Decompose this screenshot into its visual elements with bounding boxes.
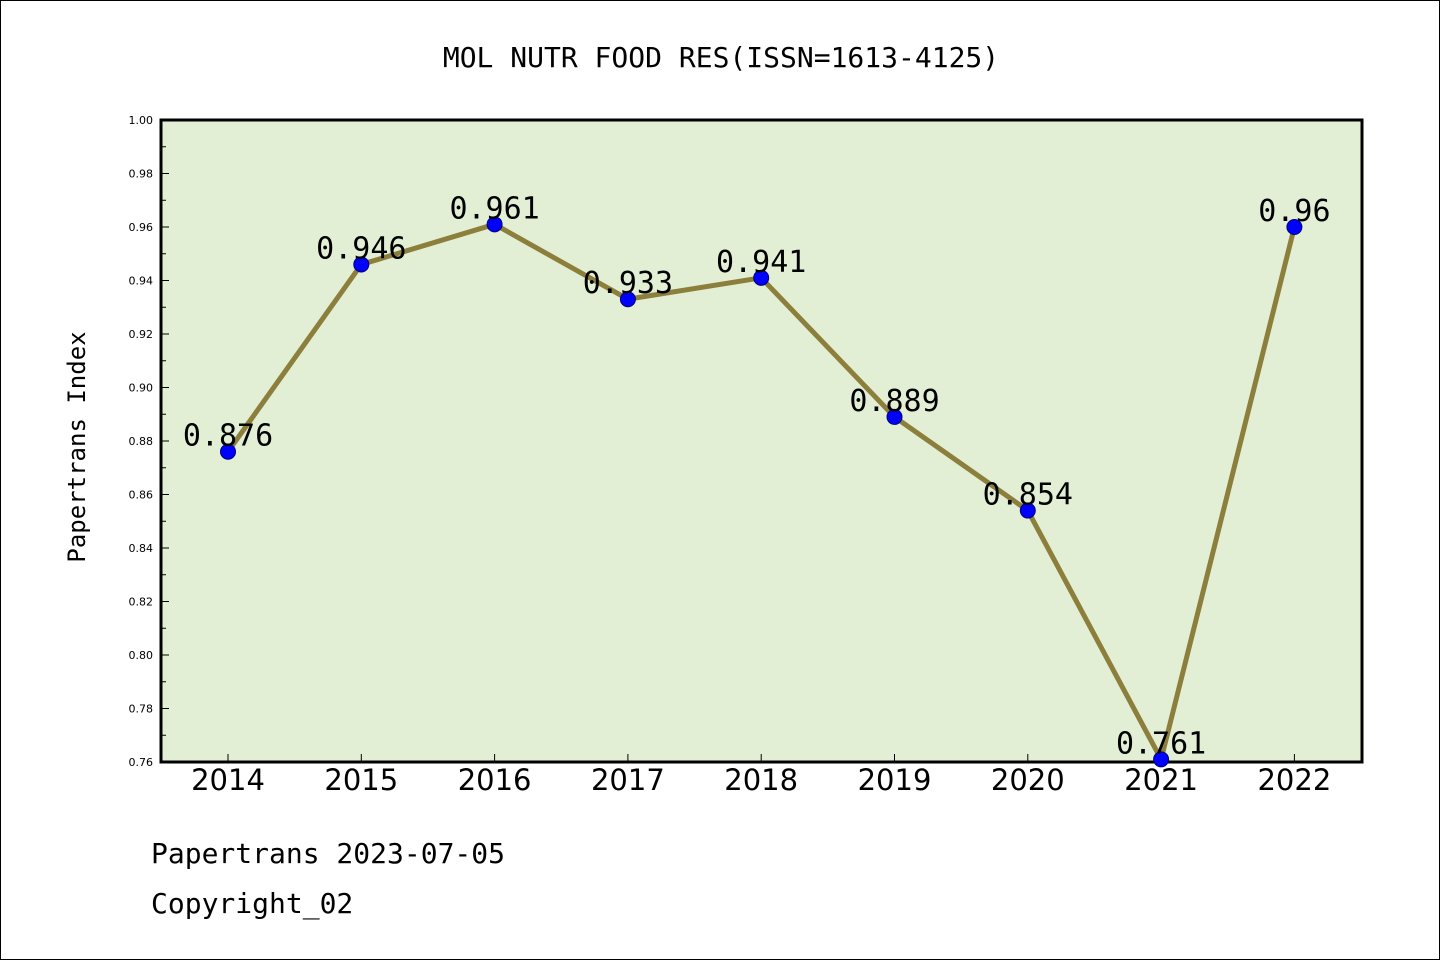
y-tick-label: 0.90 [129, 382, 154, 395]
data-point [1019, 502, 1036, 519]
x-tick-label: 2020 [991, 763, 1065, 797]
y-tick-label: 0.82 [129, 596, 154, 609]
data-label: 0.96 [1258, 194, 1330, 229]
series-layer [220, 216, 1303, 768]
y-axis: 0.76 0.78 0.80 0.82 0.84 0.86 0.88 0.90 0.92 0.94… [129, 114, 169, 769]
x-tick-label: 2017 [591, 763, 665, 797]
y-tick-label: 0.76 [129, 756, 154, 769]
data-point [619, 291, 636, 308]
data-label: 0.946 [316, 231, 406, 266]
data-label: 0.941 [716, 245, 806, 280]
y-tick-label: 0.92 [129, 328, 154, 341]
data-point [353, 256, 370, 273]
data-point [753, 269, 770, 286]
x-tick-label: 2014 [191, 763, 265, 797]
x-tick-label: 2021 [1124, 763, 1198, 797]
x-tick-label: 2019 [858, 763, 932, 797]
data-label: 0.854 [983, 478, 1073, 513]
data-point [886, 408, 903, 425]
footer-date: Papertrans 2023-07-05 [151, 837, 506, 870]
y-tick-label: 1.00 [129, 114, 154, 127]
footer-copyright: Copyright_02 [151, 887, 354, 920]
y-tick-label: 0.78 [129, 703, 154, 716]
y-tick-label: 0.96 [129, 221, 154, 234]
data-labels: 0.876 0.946 0.961 0.933 0.941 0.889 0.854 0.761… [183, 191, 1331, 761]
x-tick-label: 2018 [724, 763, 798, 797]
data-label: 0.933 [583, 266, 673, 301]
x-tick-label: 2022 [1257, 763, 1331, 797]
data-point [220, 443, 236, 460]
y-tick-label: 0.80 [129, 649, 154, 662]
data-point [1286, 219, 1303, 235]
data-label: 0.961 [449, 191, 539, 226]
x-axis: 2014 2015 2016 2017 2018 2019 2020 2021 2022 [191, 754, 1331, 797]
data-point [1153, 751, 1170, 768]
y-tick-label: 0.86 [129, 489, 154, 502]
y-tick-label: 0.98 [129, 168, 154, 181]
y-tick-label: 0.84 [129, 542, 154, 555]
data-label: 0.876 [183, 419, 273, 454]
y-tick-label: 0.94 [129, 275, 154, 288]
data-label: 0.889 [849, 384, 939, 419]
data-label: 0.761 [1116, 726, 1206, 761]
data-point [486, 216, 503, 233]
x-tick-label: 2016 [458, 763, 532, 797]
x-tick-label: 2015 [324, 763, 398, 797]
plot-area [159, 118, 1364, 764]
chart-title: MOL NUTR FOOD RES(ISSN=1613-4125) [443, 41, 999, 74]
y-tick-label: 0.88 [129, 435, 154, 448]
y-axis-label: Papertrans Index [63, 331, 91, 562]
